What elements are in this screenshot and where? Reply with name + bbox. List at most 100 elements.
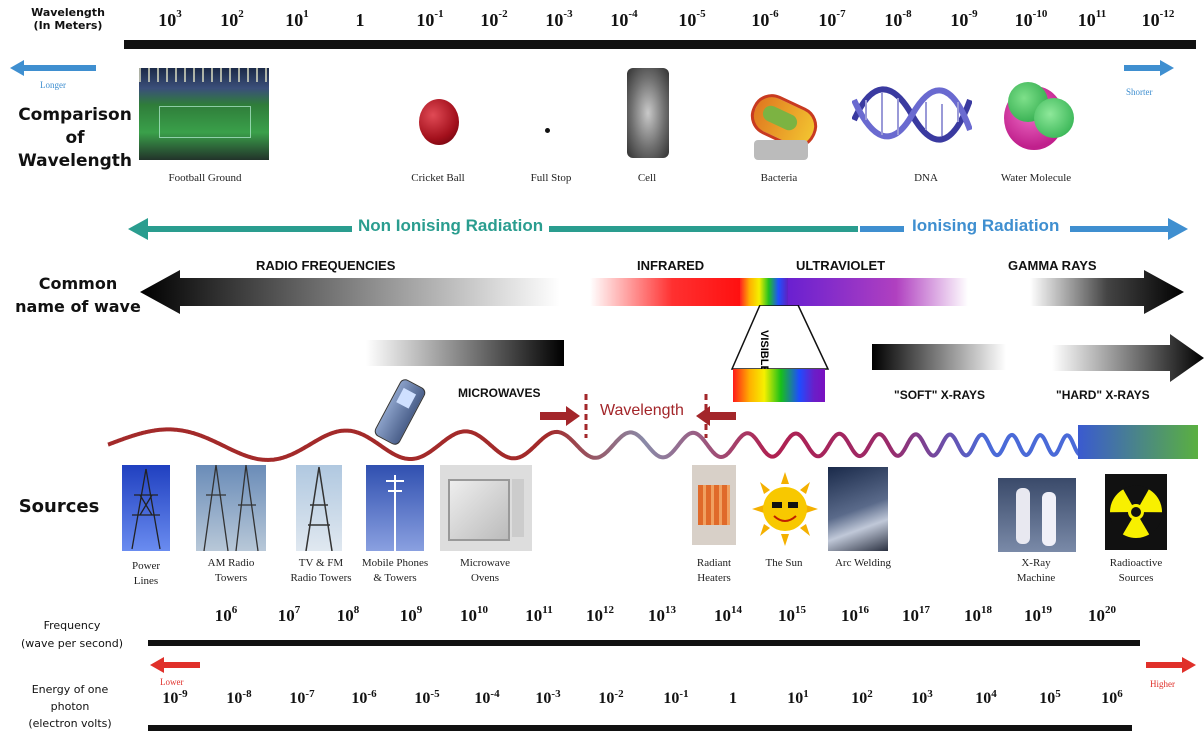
- tick-label: 1020: [1088, 604, 1116, 625]
- tick-label: 10-3: [545, 8, 573, 30]
- caption: Full Stop: [530, 172, 572, 184]
- higher-arrow-icon: [1146, 657, 1196, 673]
- dna-image: [852, 86, 972, 143]
- visible-zoom-triangle: [730, 305, 830, 370]
- tick-label: 10-3: [535, 688, 561, 707]
- bacteria-image: [740, 80, 822, 164]
- tick-label: 107: [277, 604, 301, 625]
- caption: Bacteria: [760, 172, 798, 184]
- radio-frequencies-label: RADIO FREQUENCIES: [256, 258, 396, 273]
- wavelength-row-label: Wavelength (In Meters): [31, 6, 105, 33]
- tick-label: 101: [787, 688, 809, 707]
- caption: Power Lines: [131, 560, 161, 587]
- radioactive-icon: [1105, 474, 1167, 550]
- caption: AM Radio Towers: [207, 557, 255, 584]
- tick-label: 10-1: [416, 8, 444, 30]
- tick-label: 102: [851, 688, 873, 707]
- soft-xrays-label: "SOFT" X-RAYS: [894, 388, 985, 402]
- tick-label: 10-8: [226, 688, 252, 707]
- caption: The Sun: [765, 557, 803, 569]
- microwave-oven-image: [440, 465, 532, 551]
- caption: Water Molecule: [1000, 172, 1072, 184]
- tick-label: 10-8: [884, 8, 912, 30]
- tick-label: 1019: [1024, 604, 1052, 625]
- tick-label: 104: [975, 688, 997, 707]
- tick-label: 106: [1101, 688, 1123, 707]
- caption: Cell: [637, 172, 657, 184]
- tick-label: 10-6: [751, 8, 779, 30]
- wavelength-marker: [540, 394, 736, 438]
- shorter-arrow-icon: [1124, 60, 1174, 76]
- tick-label: 101: [285, 8, 309, 30]
- longer-label: Longer: [40, 80, 66, 90]
- tick-label: 1011: [525, 604, 553, 625]
- tick-label: 10-4: [474, 688, 500, 707]
- caption: Mobile Phones & Towers: [361, 557, 429, 584]
- non-ionising-label: Non Ionising Radiation: [352, 216, 550, 236]
- microwaves-label: MICROWAVES: [458, 386, 541, 400]
- full-stop-dot: [545, 128, 550, 133]
- xray-machine-image: [998, 478, 1076, 552]
- tick-label: 1013: [648, 604, 676, 625]
- sun-image: [752, 472, 818, 546]
- power-lines-image: [122, 465, 170, 551]
- football-ground-image: [139, 68, 269, 160]
- caption: Cricket Ball: [411, 172, 465, 184]
- soft-xrays-band: [872, 344, 1006, 370]
- tick-label: 10-2: [598, 688, 624, 707]
- caption: Radioactive Sources: [1109, 557, 1163, 584]
- shorter-label: Shorter: [1126, 87, 1153, 97]
- gamma-rays-label: GAMMA RAYS: [1008, 258, 1097, 273]
- lower-arrow-icon: [150, 657, 200, 673]
- infrared-label: INFRARED: [637, 258, 705, 273]
- am-radio-towers-image: [196, 465, 266, 551]
- tick-label: 1018: [964, 604, 992, 625]
- caption: TV & FM Radio Towers: [290, 557, 352, 584]
- tick-label: 1: [355, 10, 365, 30]
- tick-label: 10-4: [610, 8, 638, 30]
- tick-label: 1012: [586, 604, 614, 625]
- visible-spectrum-strip: [733, 369, 825, 402]
- tick-label: 102: [220, 8, 244, 30]
- tick-label: 1015: [778, 604, 806, 625]
- frequency-row-label: Frequency (wave per second): [20, 619, 124, 650]
- cell-image: [627, 68, 669, 158]
- tick-label: 1016: [841, 604, 869, 625]
- ultraviolet-label: ULTRAVIOLET: [796, 258, 886, 273]
- wavelength-marker-label: Wavelength: [600, 402, 684, 419]
- tick-label: 10-5: [414, 688, 440, 707]
- tick-label: 10-5: [678, 8, 706, 30]
- hard-xrays-label: "HARD" X-RAYS: [1056, 388, 1150, 402]
- tick-label: 103: [911, 688, 933, 707]
- tick-label: 1017: [902, 604, 930, 625]
- wavelength-scale-bar: [124, 40, 1196, 49]
- caption: Radiant Heaters: [696, 557, 732, 584]
- lower-label: Lower: [160, 677, 184, 687]
- caption: Arc Welding: [834, 557, 892, 569]
- tick-label: 103: [158, 8, 182, 30]
- ionising-label: Ionising Radiation: [906, 216, 1066, 236]
- water-molecule-image: [1002, 74, 1074, 158]
- tick-label: 1010: [460, 604, 488, 625]
- caption: Football Ground: [168, 172, 242, 184]
- energy-row-label: Energy of one photon (electron volts): [28, 683, 112, 731]
- tick-label: 10-7: [289, 688, 315, 707]
- sources-row-label: Sources: [18, 496, 100, 517]
- tick-label: 10-2: [480, 8, 508, 30]
- common-name-row-label: Common name of wave: [15, 274, 141, 317]
- caption: X-Ray Machine: [1016, 557, 1056, 584]
- caption: Microwave Ovens: [459, 557, 511, 584]
- tv-fm-towers-image: [296, 465, 342, 551]
- tick-label: 1: [729, 690, 737, 707]
- longer-arrow-icon: [10, 60, 96, 76]
- tick-label: 109: [399, 604, 423, 625]
- spectrum-band: [140, 270, 1184, 314]
- caption: DNA: [914, 172, 938, 184]
- higher-label: Higher: [1150, 679, 1175, 689]
- mobile-towers-image: [366, 465, 424, 551]
- frequency-scale-bar: [148, 640, 1140, 646]
- tick-label: 1014: [714, 604, 742, 625]
- arc-welding-image: [828, 467, 888, 551]
- tick-label: 105: [1039, 688, 1061, 707]
